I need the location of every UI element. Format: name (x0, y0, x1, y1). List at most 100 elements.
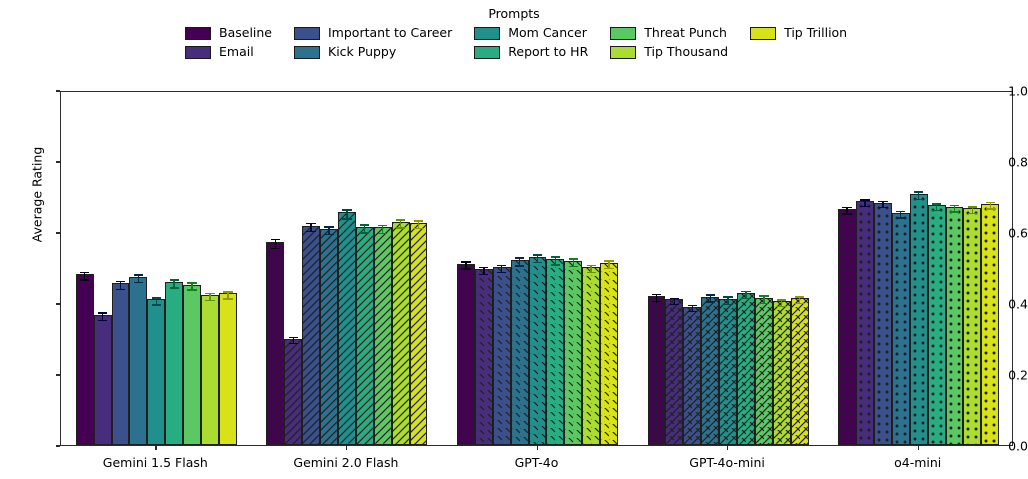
error-bar-cap-top (80, 271, 90, 274)
bar-hatch-pattern (338, 213, 355, 444)
bar (754, 297, 773, 445)
bar (75, 274, 94, 445)
bar (737, 293, 755, 445)
error-bar-cap-top (97, 312, 108, 314)
bar (719, 298, 738, 445)
bar-hatch-pattern (892, 213, 909, 444)
y-axis-tick-label: 0.2 (1008, 367, 1028, 383)
legend-title: Prompts (488, 6, 540, 21)
error-bar-cap-top (550, 256, 561, 258)
error-bar-cap-top (223, 291, 233, 293)
plot-area (60, 91, 1013, 446)
y-axis-tick-mark (56, 303, 60, 305)
bar-hatch-pattern (267, 242, 284, 444)
legend-item-label: Tip Trillion (784, 25, 848, 41)
bar (492, 267, 511, 445)
bar-hatch-pattern (684, 307, 701, 444)
y-axis-tick-mark (56, 90, 60, 92)
legend-item: Tip Thousand (610, 43, 728, 62)
bar (373, 227, 392, 445)
bar (201, 294, 219, 445)
error-bar-cap-top (324, 226, 334, 228)
bar-hatch-pattern (648, 297, 665, 444)
legend-item-label: Threat Punch (644, 25, 727, 41)
bar-hatch-pattern (583, 268, 600, 444)
bar (183, 284, 202, 445)
error-bar-cap-top (115, 280, 126, 283)
y-axis-tick-label: 1.0 (1008, 83, 1028, 99)
bar-hatch-pattern (511, 261, 528, 444)
y-axis-tick-mark (56, 374, 60, 376)
legend-swatch-icon (474, 27, 501, 40)
bar (582, 267, 601, 445)
bar-hatch-pattern (601, 263, 618, 444)
error-bar-cap-top (914, 191, 924, 193)
bar-hatch-pattern (374, 228, 391, 444)
bar-hatch-pattern (392, 223, 409, 444)
error-bar-cap-top (378, 224, 388, 227)
bar (528, 256, 547, 445)
legend-item-label: Important to Career (328, 25, 453, 41)
y-axis-tick-mark (56, 232, 60, 234)
bar (790, 298, 809, 445)
bar-hatch-pattern (457, 264, 474, 444)
error-bar-cap-top (187, 282, 197, 284)
legend-swatch-icon (750, 27, 777, 40)
error-bar-cap-top (461, 261, 471, 263)
error-bar-cap-top (497, 264, 507, 267)
bar-hatch-pattern (303, 226, 320, 444)
bar-hatch-pattern (321, 229, 337, 444)
legend-swatch-icon (185, 27, 211, 40)
legend-swatch-icon (294, 46, 320, 59)
error-bar-cap-top (413, 220, 424, 222)
error-bar-cap-top (532, 254, 543, 256)
bar (218, 293, 237, 445)
bar (909, 193, 928, 445)
legend-item: Email (185, 43, 272, 62)
y-axis-tick-label: 0.4 (1008, 296, 1028, 312)
bar-hatch-pattern (410, 223, 427, 444)
bar-hatch-pattern (946, 207, 963, 444)
legend-swatch-icon (610, 27, 637, 40)
legend-item-label: Tip Thousand (644, 44, 729, 60)
legend-item: Mom Cancer (474, 24, 588, 43)
bar (284, 338, 303, 445)
bar (129, 276, 148, 445)
bar (665, 299, 684, 445)
error-bar-cap-top (342, 209, 352, 211)
legend-item-label: Email (219, 44, 254, 60)
bar (856, 201, 874, 445)
x-axis-tick-mark (345, 446, 348, 450)
bar-hatch-pattern (666, 300, 683, 444)
legend-swatch-icon (610, 46, 637, 59)
x-axis-tick-mark (155, 446, 157, 450)
bar (546, 258, 565, 445)
error-bar-cap-top (205, 292, 215, 294)
bar (701, 296, 720, 445)
bar (456, 263, 475, 445)
error-bar-cap-top (651, 293, 662, 296)
legend-item: Important to Career (294, 24, 452, 43)
bar (963, 208, 982, 445)
legend-swatch-icon (474, 46, 501, 59)
bar (337, 212, 356, 445)
bar-hatch-pattern (285, 339, 302, 444)
bar-hatch-pattern (356, 228, 373, 444)
legend-item: Baseline (185, 24, 272, 43)
legend-swatch-icon (185, 46, 211, 59)
error-bar-cap-top (306, 222, 316, 225)
bar (409, 222, 428, 445)
bar-hatch-pattern (791, 299, 808, 444)
bar-hatch-pattern (720, 299, 737, 444)
bar-hatch-pattern (702, 297, 719, 444)
error-bar-cap-top (759, 295, 769, 297)
bar (266, 241, 285, 445)
legend-item: Tip Trillion (750, 24, 847, 43)
x-axis-tick-label: GPT-4o-mini (689, 455, 765, 470)
bar (391, 222, 410, 445)
bar (355, 227, 374, 445)
bar (683, 306, 702, 445)
bar (647, 296, 666, 445)
legend-item-label: Baseline (219, 25, 272, 41)
bar-hatch-pattern (475, 269, 492, 444)
